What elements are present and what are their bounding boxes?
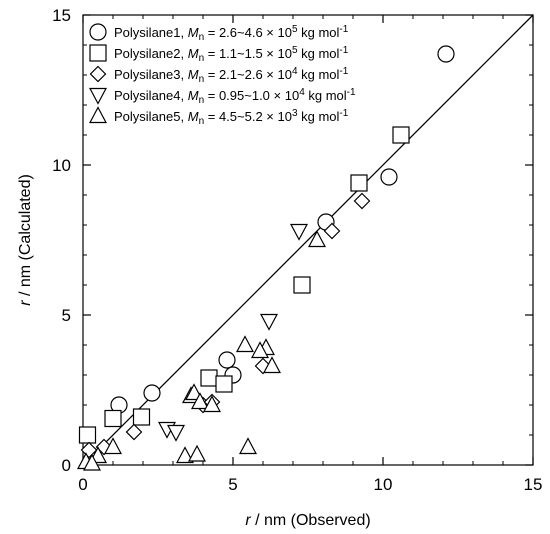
data-point: [323, 222, 341, 240]
legend-entry: Polysilane5, Mn = 4.5~5.2 × 103 kg mol-1: [114, 108, 349, 127]
data-point: [188, 444, 206, 462]
legend-marker: [89, 87, 107, 105]
data-point: [215, 375, 233, 393]
y-tick-label: 0: [62, 456, 71, 475]
data-point: [200, 369, 218, 387]
data-points: [77, 45, 455, 471]
data-point: [236, 335, 254, 353]
legend-entry: Polysilane4, Mn = 0.95~1.0 × 104 kg mol-…: [114, 87, 356, 106]
data-point: [104, 409, 122, 428]
data-point: [353, 192, 371, 210]
legend-entry: Polysilane1, Mn = 2.6~4.6 × 105 kg mol-1: [114, 24, 349, 43]
legend: Polysilane1, Mn = 2.6~4.6 × 105 kg mol-1…: [89, 23, 356, 127]
data-point: [191, 392, 209, 410]
data-point: [78, 426, 97, 444]
x-tick-label: 5: [228, 475, 237, 494]
y-tick-label: 15: [52, 6, 71, 25]
data-point: [251, 341, 269, 359]
data-point: [290, 223, 308, 241]
data-point: [176, 446, 194, 464]
data-point: [104, 437, 122, 455]
data-point: [308, 230, 326, 248]
data-point: [350, 174, 368, 192]
data-point: [392, 126, 410, 144]
data-point: [218, 351, 236, 369]
data-point: [185, 383, 203, 401]
data-point: [380, 168, 398, 186]
data-point: [293, 276, 311, 294]
x-tick-label: 10: [374, 475, 393, 494]
legend-marker: [89, 44, 107, 62]
legend-marker: [89, 106, 107, 124]
legend-entry: Polysilane2, Mn = 1.1~1.5 × 105 kg mol-1: [114, 45, 349, 64]
data-point: [83, 453, 101, 471]
legend-entry: Polysilane3, Mn = 2.1~2.6 × 104 kg mol-1: [114, 66, 349, 85]
data-point: [263, 356, 281, 374]
data-point: [437, 45, 455, 63]
data-point: [260, 313, 278, 331]
data-point: [167, 424, 185, 442]
x-tick-label: 15: [524, 475, 543, 494]
series-2-points: [78, 126, 410, 444]
axis-ticks: 0 5 10 15 0 5 10 15: [52, 6, 542, 494]
data-point: [132, 408, 151, 426]
x-axis-title: r / nm (Observed): [245, 512, 370, 529]
series-4-points: [158, 223, 308, 442]
data-point: [239, 437, 257, 455]
legend-marker: [89, 65, 107, 83]
series-5-points: [77, 230, 326, 471]
data-point: [203, 395, 221, 413]
legend-marker: [89, 23, 107, 41]
y-tick-label: 10: [52, 156, 71, 175]
plot-frame: [82, 14, 534, 466]
data-point: [143, 384, 161, 402]
y-tick-label: 5: [62, 306, 71, 325]
y-axis-title: r / nm (Calculated): [17, 174, 34, 306]
x-tick-label: 0: [78, 475, 87, 494]
data-point: [125, 423, 143, 441]
